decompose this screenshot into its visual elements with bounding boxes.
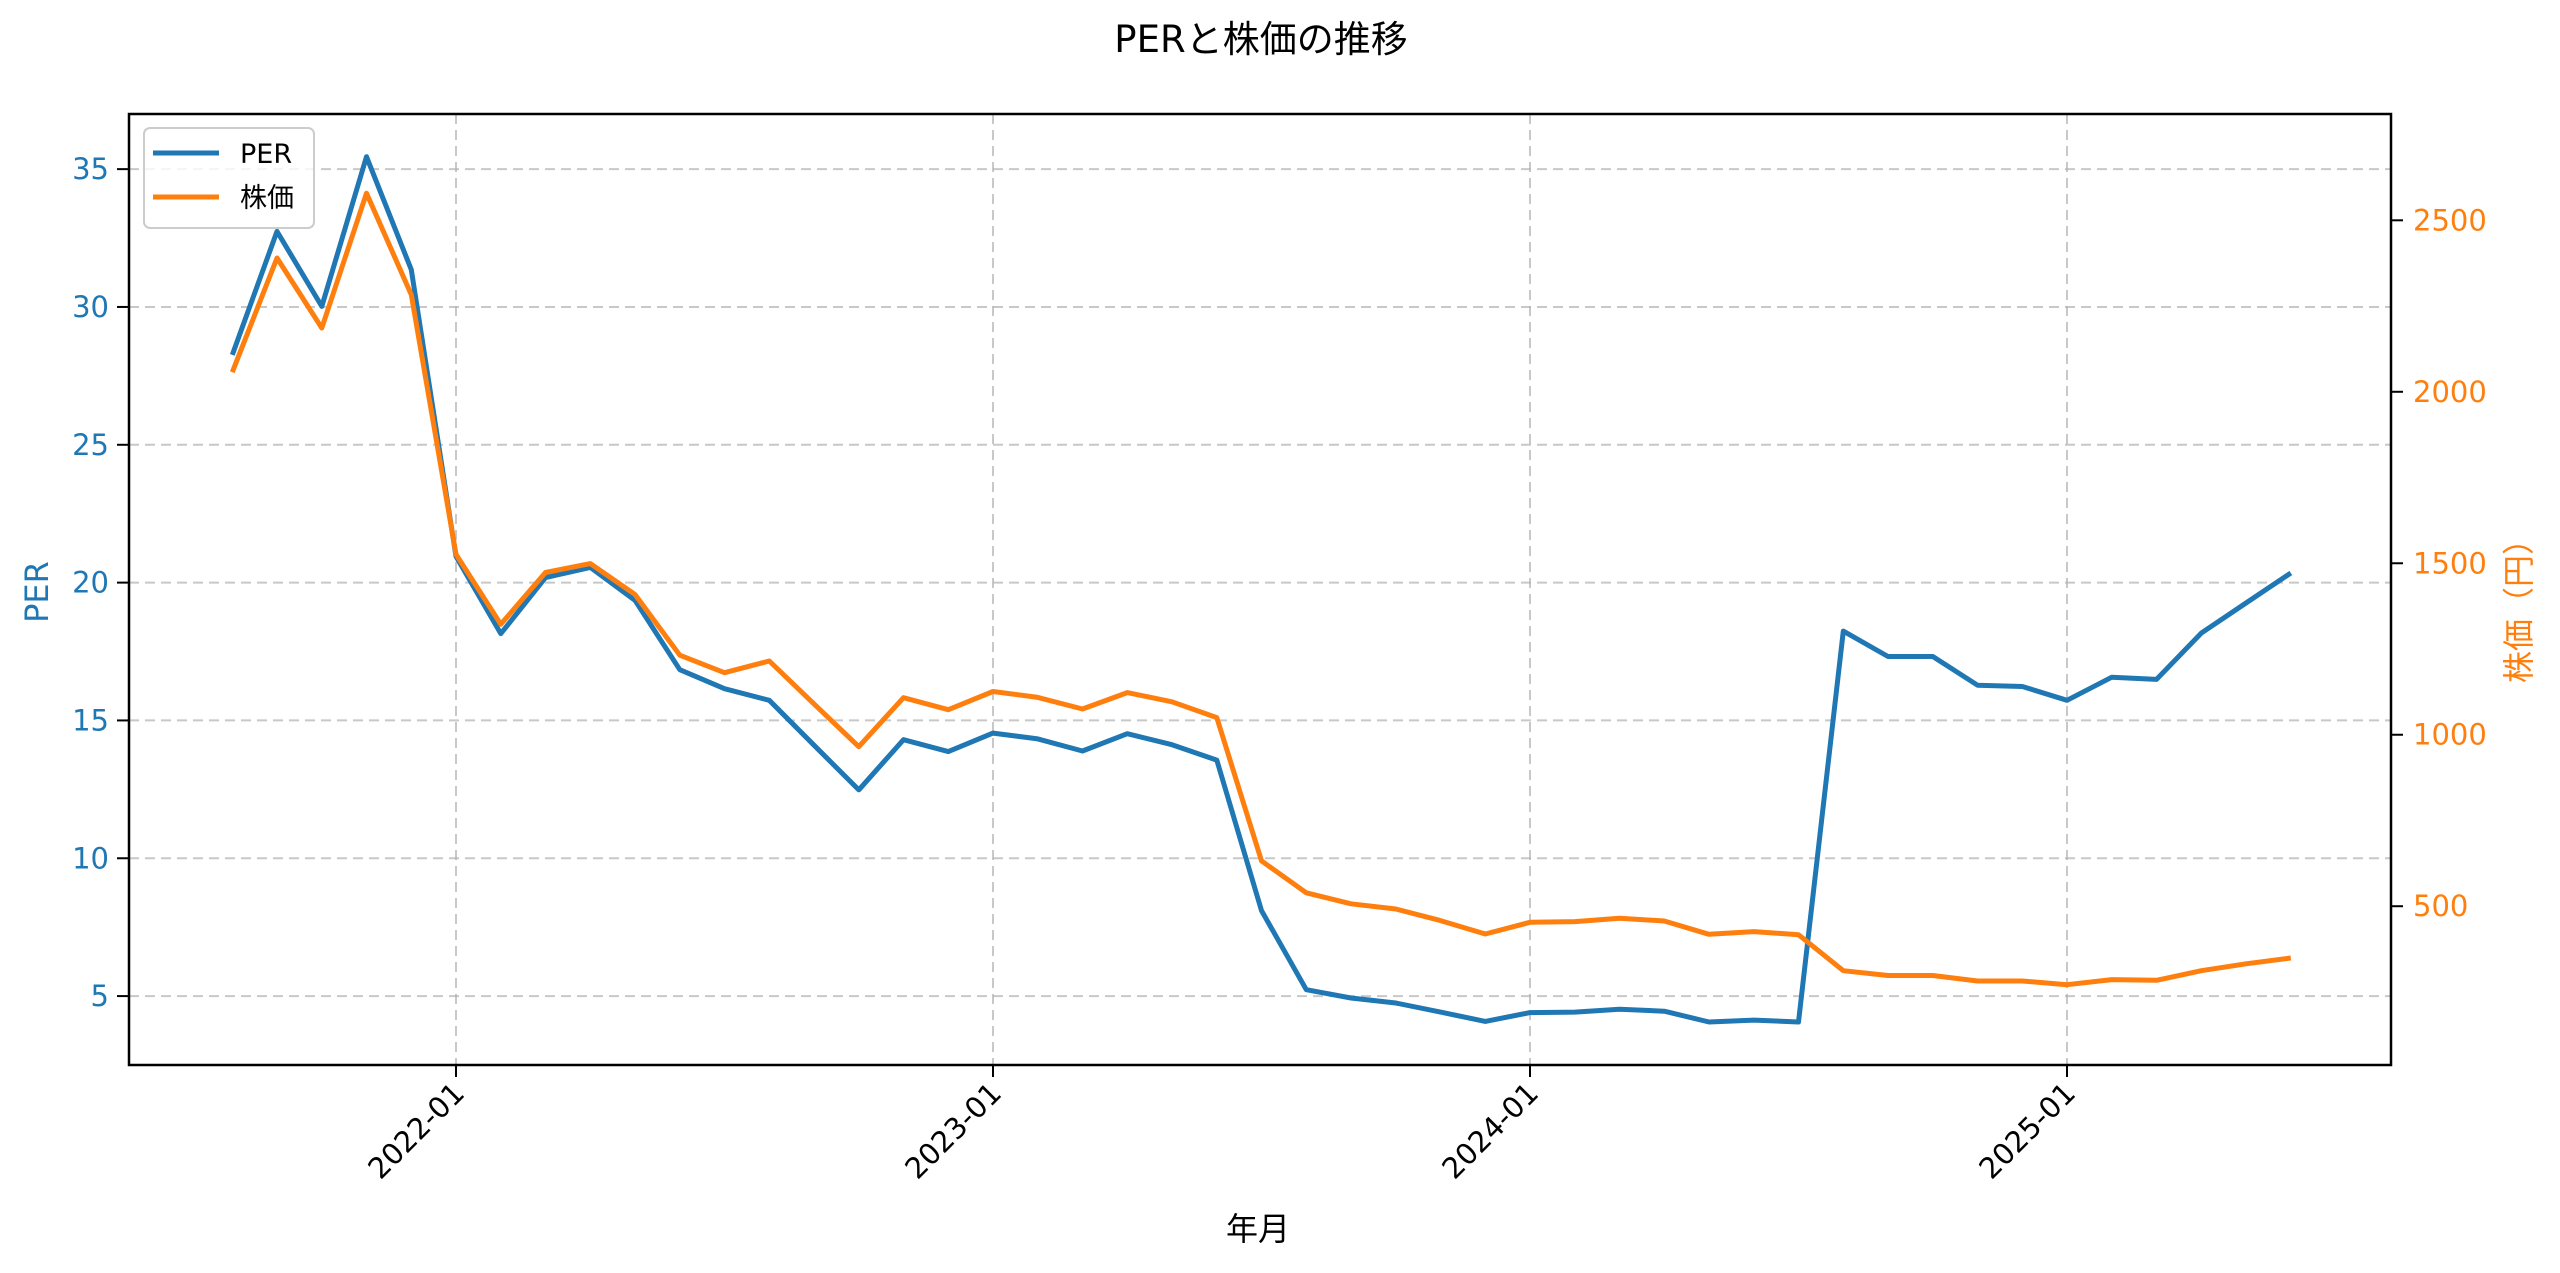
left-tick-label: 15 bbox=[72, 703, 109, 737]
data-series bbox=[229, 154, 2293, 1025]
per-line bbox=[229, 154, 2293, 1025]
left-tick-label: 20 bbox=[72, 566, 109, 600]
legend-label-price: 株価 bbox=[240, 183, 294, 214]
right-tick-label: 2500 bbox=[2413, 203, 2487, 237]
x-axis-label: 年月 bbox=[1226, 1210, 1290, 1248]
legend: PER 株価 bbox=[143, 127, 315, 229]
right-y-axis: 500 1000 1500 2000 2500 bbox=[2391, 203, 2487, 923]
left-tick-label: 25 bbox=[72, 428, 109, 462]
right-y-axis-label: 株価（円） bbox=[2500, 523, 2538, 683]
grid-lines bbox=[129, 114, 2391, 1065]
left-y-axis-label: PER bbox=[18, 561, 56, 623]
left-tick-label: 35 bbox=[72, 152, 109, 186]
plot-frame bbox=[127, 112, 2393, 1067]
left-tick-label: 30 bbox=[72, 290, 109, 324]
left-tick-label: 5 bbox=[91, 979, 109, 1013]
chart-title: PERと株価の推移 bbox=[1114, 18, 1407, 61]
right-tick-label: 1000 bbox=[2413, 718, 2487, 752]
left-y-axis: 5 10 15 20 25 30 35 bbox=[72, 152, 129, 1013]
legend-label-per: PER bbox=[240, 139, 292, 170]
right-tick-label: 1500 bbox=[2413, 546, 2487, 580]
left-tick-label: 10 bbox=[72, 841, 109, 875]
price-line bbox=[229, 190, 2292, 988]
right-tick-label: 2000 bbox=[2413, 375, 2487, 409]
right-tick-label: 500 bbox=[2413, 889, 2468, 923]
